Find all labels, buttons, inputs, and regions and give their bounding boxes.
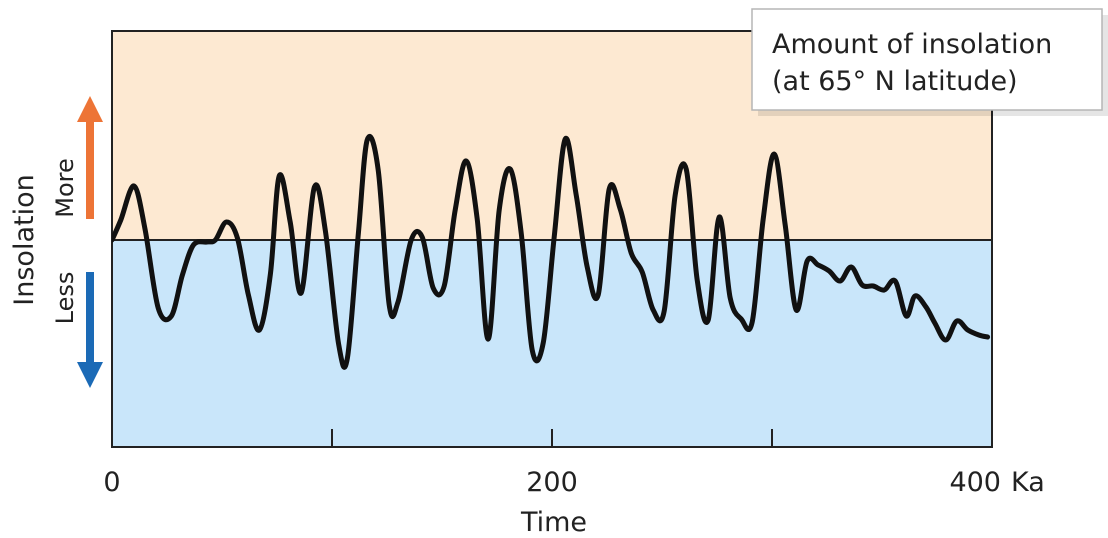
x-tick-label: 400 [949, 467, 1001, 498]
y-axis-title: Insolation [9, 174, 40, 305]
less-label: Less [51, 272, 79, 325]
legend-line-2: (at 65° N latitude) [772, 66, 1018, 97]
insolation-series-line [112, 133, 991, 370]
legend-line-1: Amount of insolation [772, 29, 1052, 60]
x-tick-label: 0 [103, 467, 120, 498]
more-up-arrow-icon [77, 96, 103, 219]
x-axis-unit: Ka [1011, 467, 1045, 498]
legend-box: Amount of insolation (at 65° N latitude) [751, 8, 1108, 116]
x-axis-ticks [331, 429, 773, 447]
x-tick-label: 200 [526, 467, 578, 498]
x-axis-tick-labels: 0 200 400 [103, 467, 1001, 498]
x-axis-title: Time [520, 507, 587, 538]
more-label: More [51, 158, 79, 218]
less-down-arrow-icon [77, 272, 103, 388]
